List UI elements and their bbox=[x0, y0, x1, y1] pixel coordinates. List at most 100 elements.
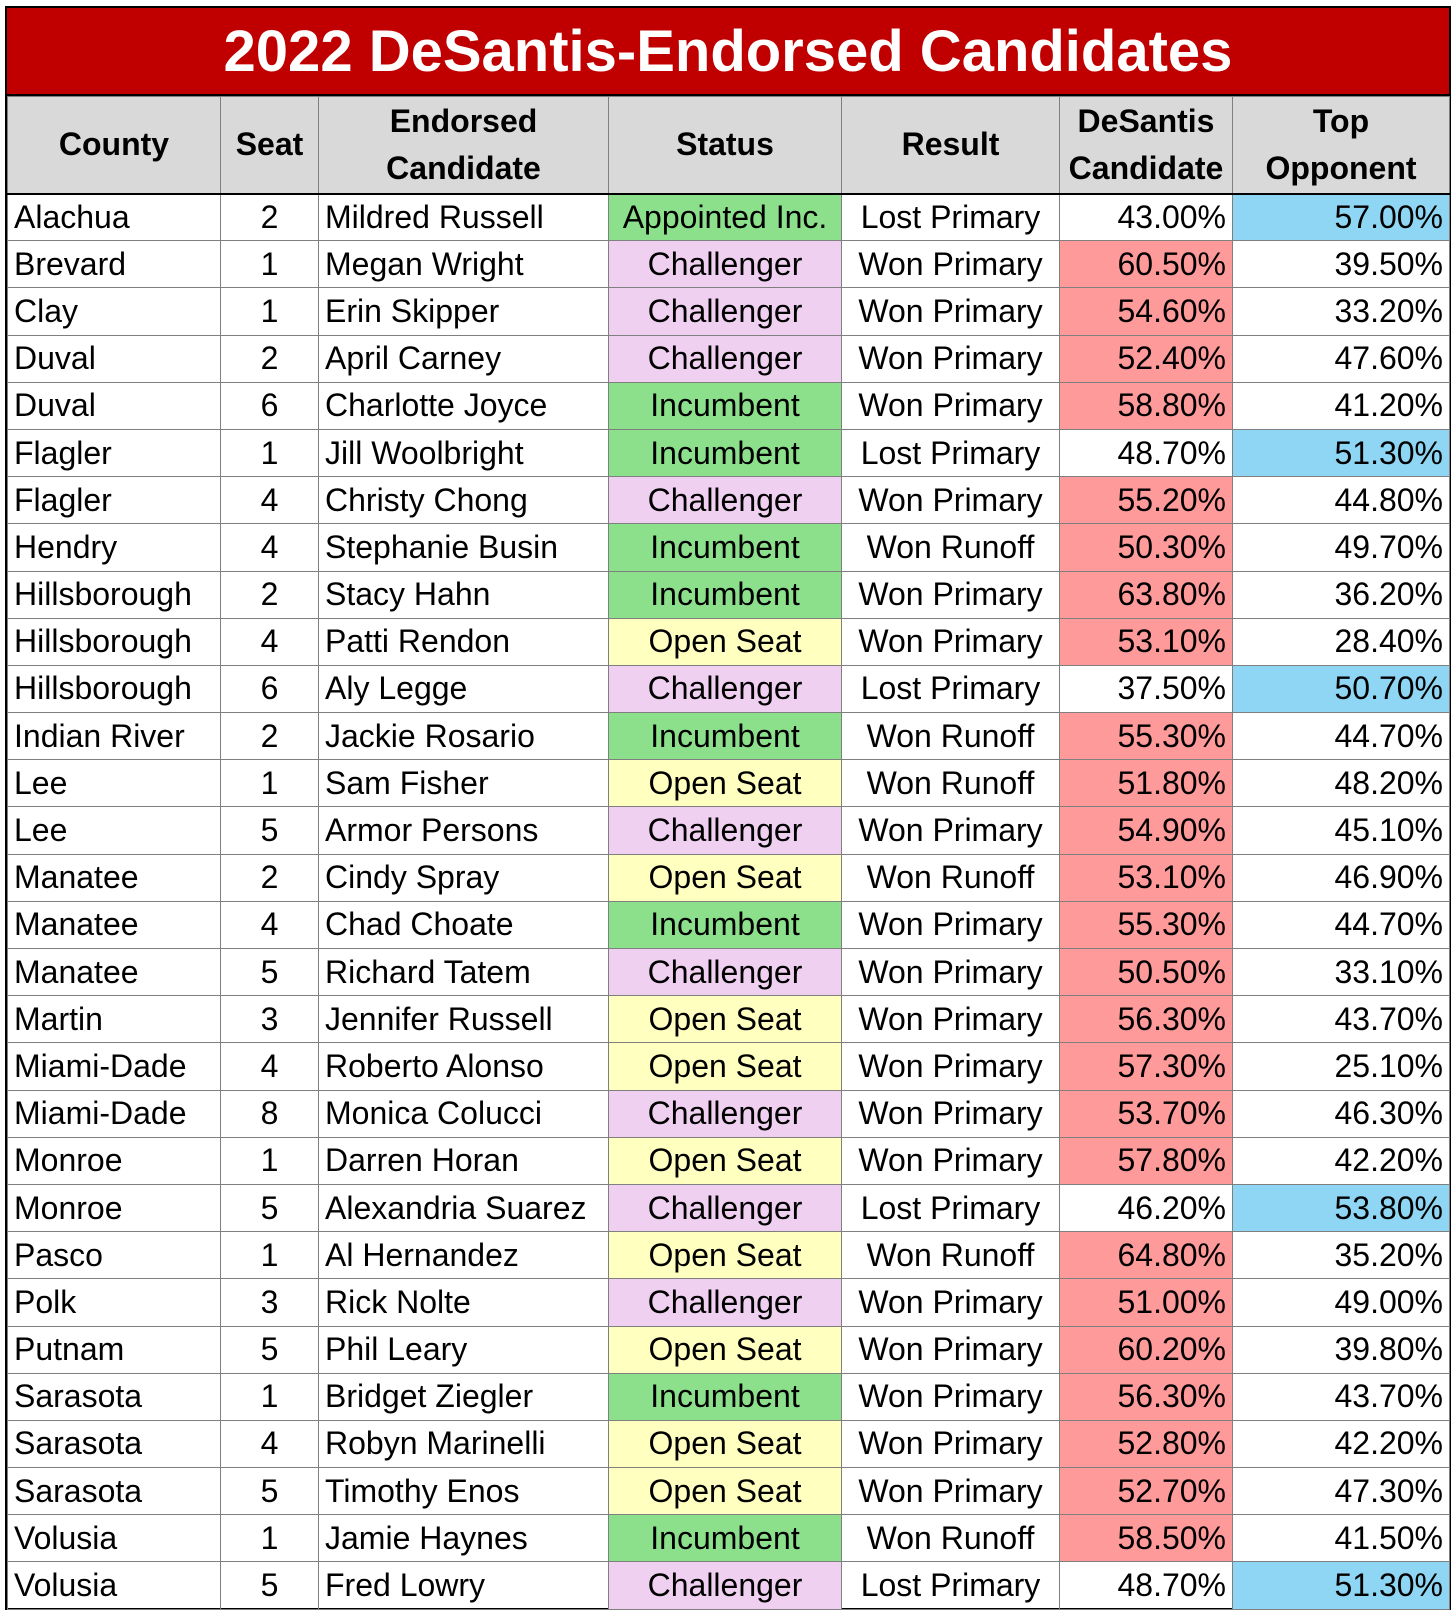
cell-opponent-pct: 39.50% bbox=[1232, 240, 1450, 289]
cell-opponent-pct: 50.70% bbox=[1232, 664, 1450, 714]
cell-candidate: Christy Chong bbox=[318, 476, 609, 525]
cell-status: Incumbent bbox=[608, 523, 842, 572]
cell-county: Martin bbox=[7, 995, 221, 1044]
cell-opponent-pct: 49.00% bbox=[1232, 1278, 1450, 1327]
table-header: County Seat Endorsed Candidate Status Re… bbox=[7, 96, 1450, 195]
cell-seat: 5 bbox=[220, 947, 319, 997]
cell-desantis-pct: 53.10% bbox=[1059, 853, 1233, 902]
table-row: Polk 3 Rick Nolte Challenger Won Primary 51.0… bbox=[7, 1278, 1450, 1327]
cell-result: Won Primary bbox=[841, 381, 1060, 430]
header-opponent-pct: Top Opponent bbox=[1232, 96, 1450, 195]
cell-candidate: Rick Nolte bbox=[318, 1278, 609, 1327]
cell-result: Won Primary bbox=[841, 1325, 1060, 1374]
cell-status: Challenger bbox=[608, 1561, 842, 1610]
cell-seat: 1 bbox=[220, 1372, 319, 1421]
endorsement-table: County Seat Endorsed Candidate Status Re… bbox=[7, 96, 1450, 1610]
cell-result: Won Primary bbox=[841, 1372, 1060, 1421]
cell-desantis-pct: 46.20% bbox=[1059, 1183, 1233, 1233]
cell-candidate: Mildred Russell bbox=[318, 192, 609, 242]
table-row: Miami-Dade 8 Monica Colucci Challenger Won P… bbox=[7, 1089, 1450, 1138]
cell-county: Manatee bbox=[7, 900, 221, 950]
table-row: Flagler 4 Christy Chong Challenger Won Prima… bbox=[7, 476, 1450, 525]
header-row: County Seat Endorsed Candidate Status Re… bbox=[7, 96, 1450, 195]
cell-result: Won Runoff bbox=[841, 523, 1060, 572]
cell-county: Lee bbox=[7, 759, 221, 808]
table-row: Lee 5 Armor Persons Challenger Won Primary 54… bbox=[7, 806, 1450, 855]
cell-desantis-pct: 55.30% bbox=[1059, 900, 1233, 950]
cell-result: Won Primary bbox=[841, 1419, 1060, 1469]
cell-desantis-pct: 64.80% bbox=[1059, 1231, 1233, 1280]
cell-seat: 1 bbox=[220, 1231, 319, 1280]
cell-opponent-pct: 43.70% bbox=[1232, 995, 1450, 1044]
cell-desantis-pct: 55.30% bbox=[1059, 712, 1233, 761]
cell-seat: 1 bbox=[220, 1136, 319, 1185]
cell-county: Clay bbox=[7, 287, 221, 336]
cell-result: Lost Primary bbox=[841, 1183, 1060, 1233]
cell-county: Monroe bbox=[7, 1183, 221, 1233]
cell-county: Flagler bbox=[7, 476, 221, 525]
cell-result: Won Primary bbox=[841, 1042, 1060, 1091]
cell-status: Incumbent bbox=[608, 381, 842, 430]
cell-status: Challenger bbox=[608, 947, 842, 997]
table-row: Manatee 4 Chad Choate Incumbent Won Primary 5… bbox=[7, 900, 1450, 950]
table-row: Flagler 1 Jill Woolbright Incumbent Lost Pri… bbox=[7, 428, 1450, 478]
cell-county: Indian River bbox=[7, 712, 221, 761]
table-row: Hillsborough 4 Patti Rendon Open Seat Won Pr… bbox=[7, 617, 1450, 666]
cell-opponent-pct: 48.20% bbox=[1232, 759, 1450, 808]
cell-result: Won Primary bbox=[841, 1467, 1060, 1516]
table-body: Alachua 2 Mildred Russell Appointed Inc. Los… bbox=[7, 192, 1450, 1610]
cell-opponent-pct: 39.80% bbox=[1232, 1325, 1450, 1374]
cell-opponent-pct: 42.20% bbox=[1232, 1136, 1450, 1185]
cell-desantis-pct: 53.70% bbox=[1059, 1089, 1233, 1138]
cell-county: Miami-Dade bbox=[7, 1042, 221, 1091]
cell-seat: 4 bbox=[220, 1042, 319, 1091]
cell-opponent-pct: 43.70% bbox=[1232, 1372, 1450, 1421]
header-county: County bbox=[7, 96, 221, 195]
cell-opponent-pct: 46.30% bbox=[1232, 1089, 1450, 1138]
table-row: Monroe 5 Alexandria Suarez Challenger Lost P… bbox=[7, 1183, 1450, 1233]
table-row: Volusia 1 Jamie Haynes Incumbent Won Runoff 5… bbox=[7, 1514, 1450, 1563]
cell-candidate: Phil Leary bbox=[318, 1325, 609, 1374]
table-row: Hillsborough 6 Aly Legge Challenger Lost Pri… bbox=[7, 664, 1450, 714]
cell-seat: 4 bbox=[220, 1419, 319, 1469]
cell-result: Won Runoff bbox=[841, 1514, 1060, 1563]
cell-candidate: Bridget Ziegler bbox=[318, 1372, 609, 1421]
table-title: 2022 DeSantis-Endorsed Candidates bbox=[7, 8, 1449, 96]
cell-county: Volusia bbox=[7, 1514, 221, 1563]
cell-desantis-pct: 48.70% bbox=[1059, 1561, 1233, 1610]
cell-candidate: Patti Rendon bbox=[318, 617, 609, 666]
cell-opponent-pct: 35.20% bbox=[1232, 1231, 1450, 1280]
cell-seat: 2 bbox=[220, 853, 319, 902]
cell-candidate: Armor Persons bbox=[318, 806, 609, 855]
cell-seat: 5 bbox=[220, 1561, 319, 1610]
cell-county: Brevard bbox=[7, 240, 221, 289]
cell-candidate: Jill Woolbright bbox=[318, 428, 609, 478]
endorsement-table-frame: 2022 DeSantis-Endorsed Candidates County… bbox=[5, 6, 1451, 1610]
cell-candidate: Charlotte Joyce bbox=[318, 381, 609, 430]
cell-candidate: Fred Lowry bbox=[318, 1561, 609, 1610]
cell-seat: 5 bbox=[220, 806, 319, 855]
cell-seat: 5 bbox=[220, 1325, 319, 1374]
cell-seat: 2 bbox=[220, 570, 319, 619]
table-row: Alachua 2 Mildred Russell Appointed Inc. Los… bbox=[7, 192, 1450, 242]
cell-seat: 2 bbox=[220, 712, 319, 761]
cell-opponent-pct: 28.40% bbox=[1232, 617, 1450, 666]
cell-county: Duval bbox=[7, 381, 221, 430]
table-row: Duval 6 Charlotte Joyce Incumbent Won Primar… bbox=[7, 381, 1450, 430]
cell-desantis-pct: 51.00% bbox=[1059, 1278, 1233, 1327]
cell-status: Incumbent bbox=[608, 900, 842, 950]
cell-opponent-pct: 47.60% bbox=[1232, 334, 1450, 383]
cell-county: Manatee bbox=[7, 853, 221, 902]
cell-status: Open Seat bbox=[608, 617, 842, 666]
cell-candidate: Erin Skipper bbox=[318, 287, 609, 336]
cell-candidate: April Carney bbox=[318, 334, 609, 383]
header-seat: Seat bbox=[220, 96, 319, 195]
cell-status: Challenger bbox=[608, 240, 842, 289]
cell-seat: 8 bbox=[220, 1089, 319, 1138]
cell-candidate: Jackie Rosario bbox=[318, 712, 609, 761]
cell-desantis-pct: 37.50% bbox=[1059, 664, 1233, 714]
cell-candidate: Roberto Alonso bbox=[318, 1042, 609, 1091]
table-row: Putnam 5 Phil Leary Open Seat Won Primary 60.… bbox=[7, 1325, 1450, 1374]
cell-status: Incumbent bbox=[608, 1372, 842, 1421]
cell-candidate: Stephanie Busin bbox=[318, 523, 609, 572]
